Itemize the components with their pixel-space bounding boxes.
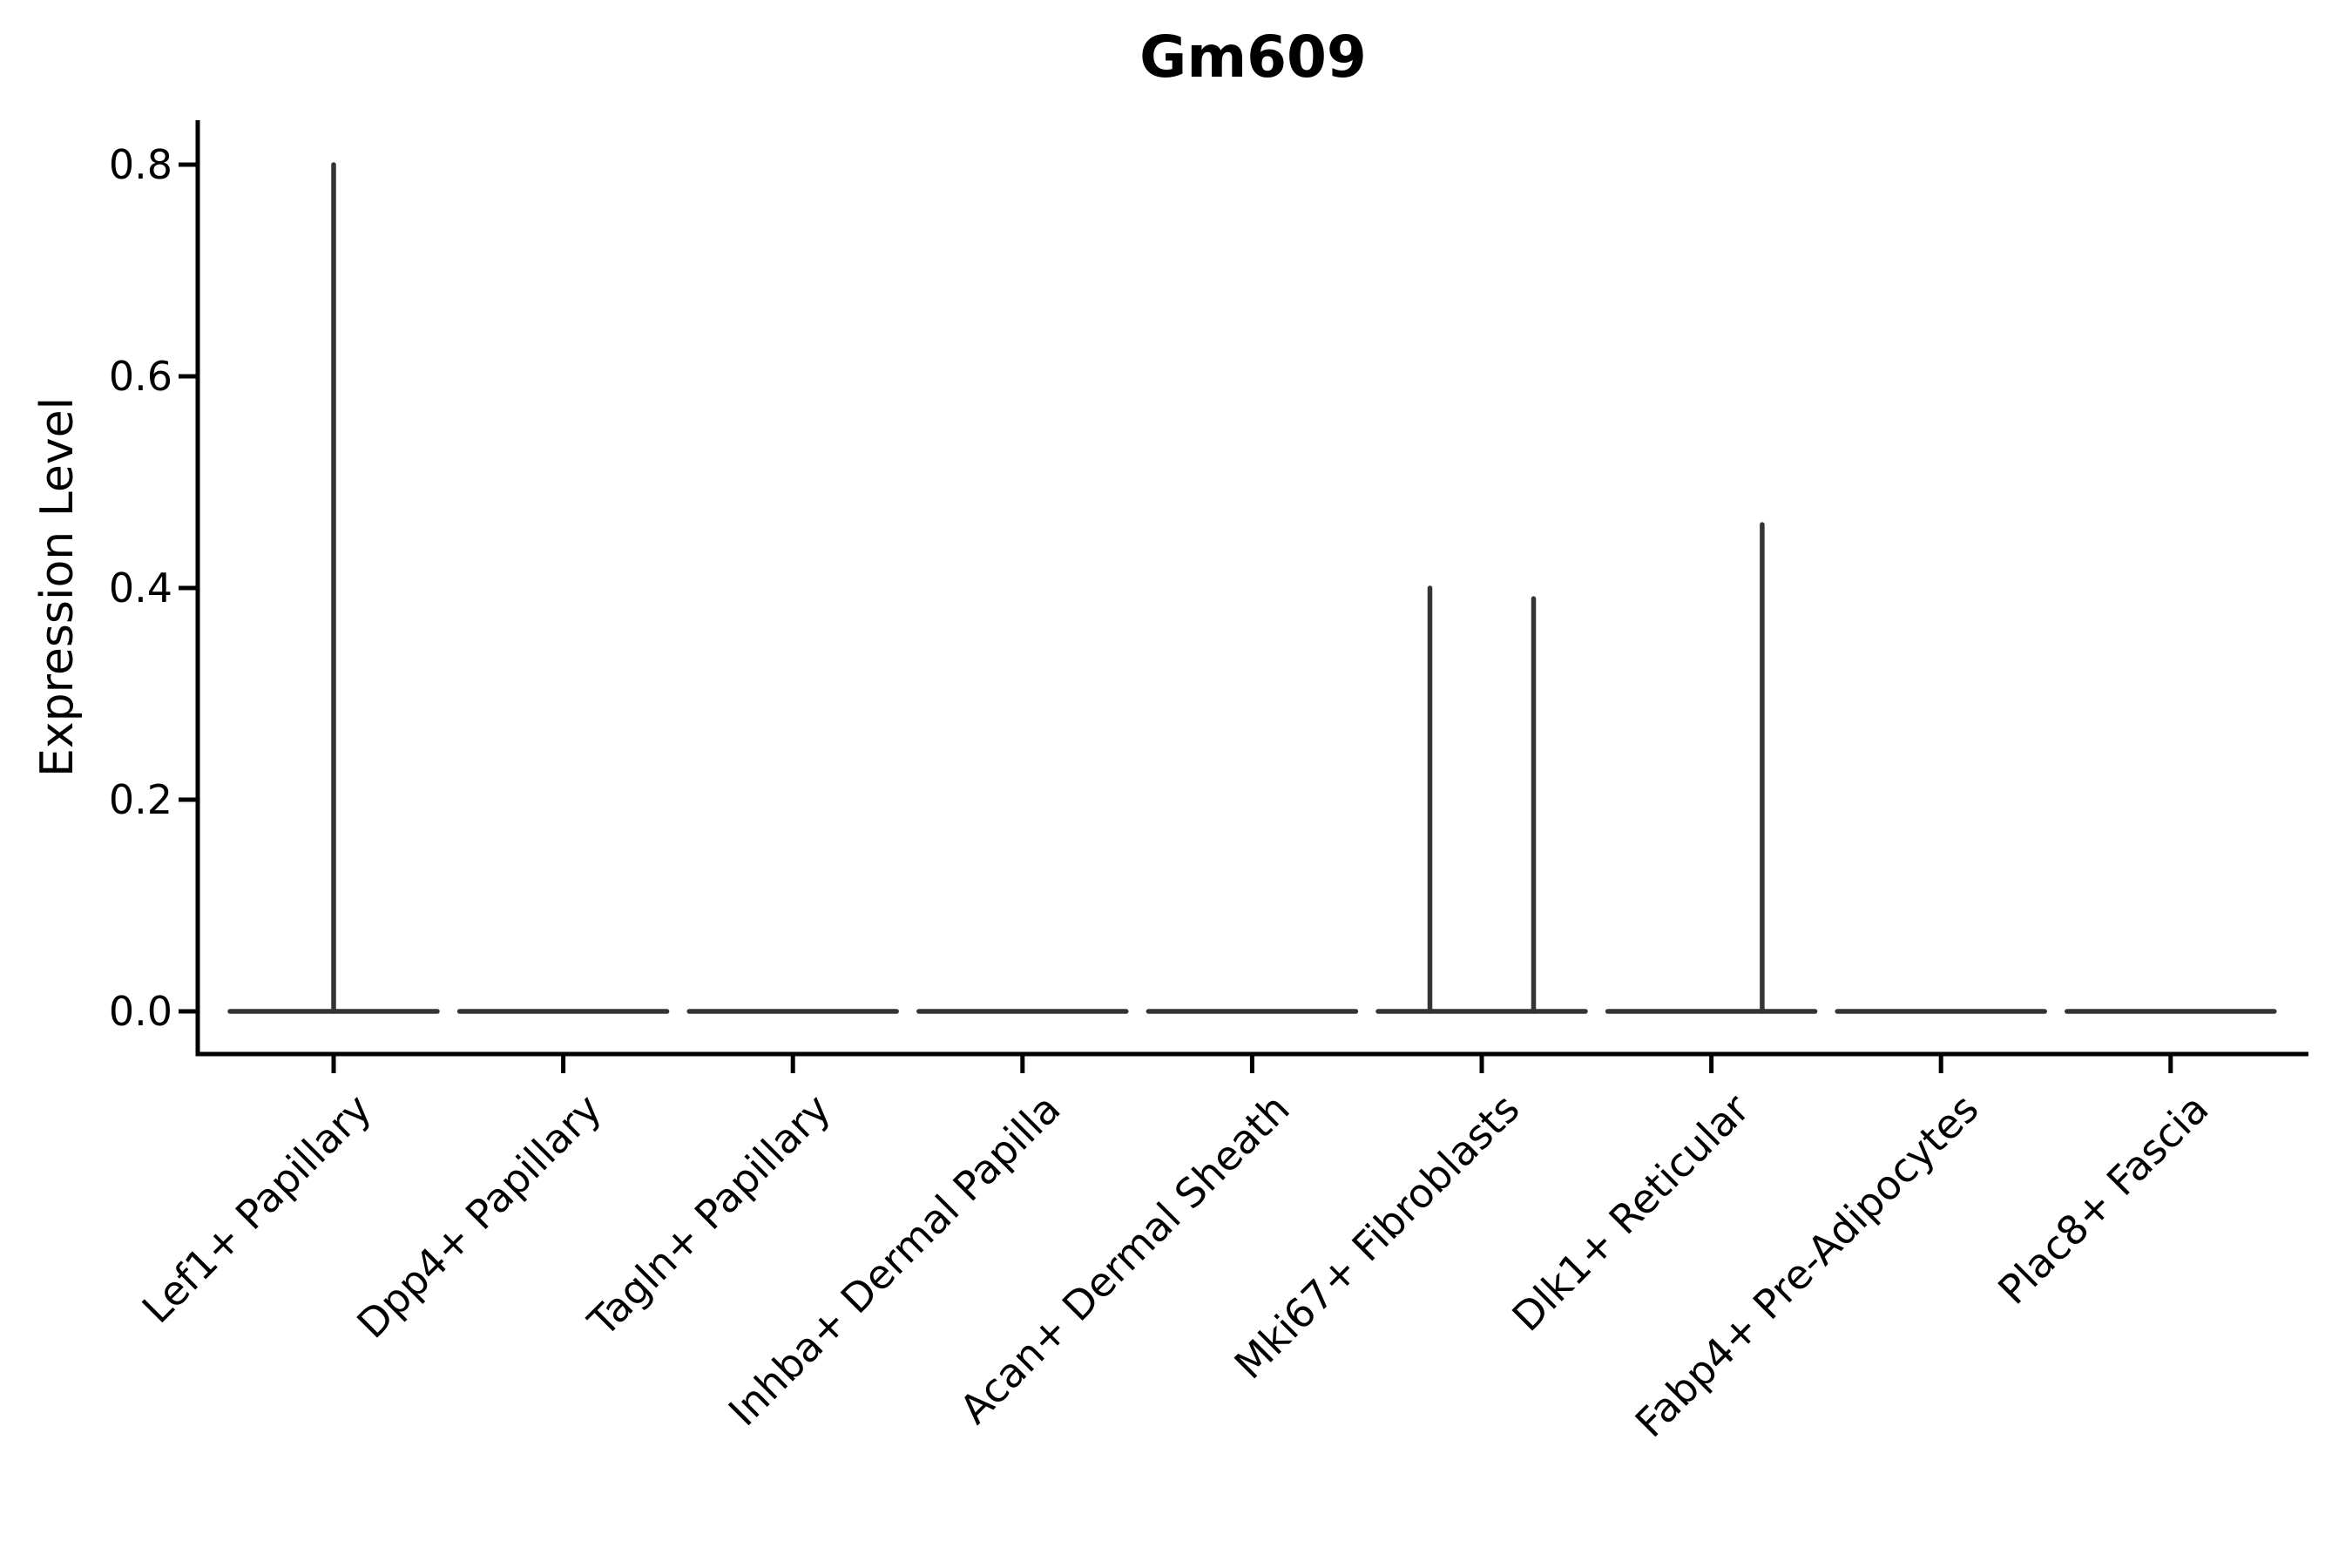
y-tick-label-0.2: 0.2	[108, 776, 172, 823]
y-tick-label-0.8: 0.8	[108, 141, 172, 188]
plot-title: Gm609	[1139, 24, 1367, 91]
y-tick-label-0.6: 0.6	[108, 353, 172, 400]
y-tick-label-0.0: 0.0	[108, 988, 172, 1035]
y-tick-label-0.4: 0.4	[108, 564, 172, 612]
